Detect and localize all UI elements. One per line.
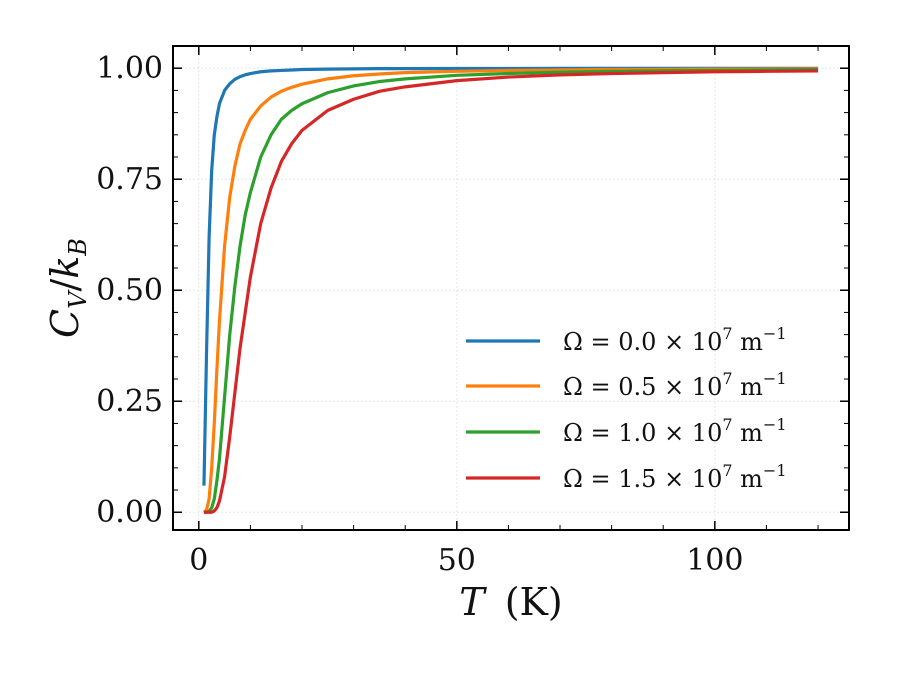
x-tick-label: 50 xyxy=(438,543,476,578)
y-tick-label: 0.75 xyxy=(96,162,163,197)
x-tick-label: 100 xyxy=(686,543,743,578)
y-tick-label: 0.00 xyxy=(96,495,163,530)
series-line-1 xyxy=(202,67,819,514)
y-tick-label: 0.25 xyxy=(96,384,163,419)
y-axis-subscript-b: B xyxy=(64,238,92,257)
series-lines xyxy=(202,66,819,514)
x-axis-label: T (K) xyxy=(459,580,563,624)
grid-lines xyxy=(173,46,849,530)
y-axis-slash: / xyxy=(43,279,87,292)
y-axis-label: CV/kB xyxy=(43,238,92,338)
series-line-2 xyxy=(203,67,819,514)
y-axis-symbol-c: C xyxy=(43,309,87,338)
axis-ticks xyxy=(173,46,849,530)
x-axis-unit: (K) xyxy=(505,580,563,624)
legend-label-3: Ω = 1.5 × 107 m−1 xyxy=(563,461,787,493)
legend-label-1: Ω = 0.5 × 107 m−1 xyxy=(563,369,787,401)
y-tick-label: 0.50 xyxy=(96,273,163,308)
legend-label-0: Ω = 0.0 × 107 m−1 xyxy=(563,324,787,356)
x-tick-label: 0 xyxy=(189,543,208,578)
y-axis-subscript-v: V xyxy=(64,289,92,309)
legend: Ω = 0.0 × 107 m−1 Ω = 0.5 × 107 m−1 Ω = 1.… xyxy=(466,324,787,493)
plot-frame xyxy=(172,45,850,531)
legend-label-2: Ω = 1.0 × 107 m−1 xyxy=(563,415,787,447)
y-tick-label: 1.00 xyxy=(96,51,163,86)
y-axis-symbol-k: k xyxy=(43,256,87,279)
series-line-3 xyxy=(203,69,819,514)
tick-labels: 0.00 0.25 0.50 0.75 1.00 0 50 100 xyxy=(96,51,743,578)
x-axis-symbol: T xyxy=(459,580,487,624)
